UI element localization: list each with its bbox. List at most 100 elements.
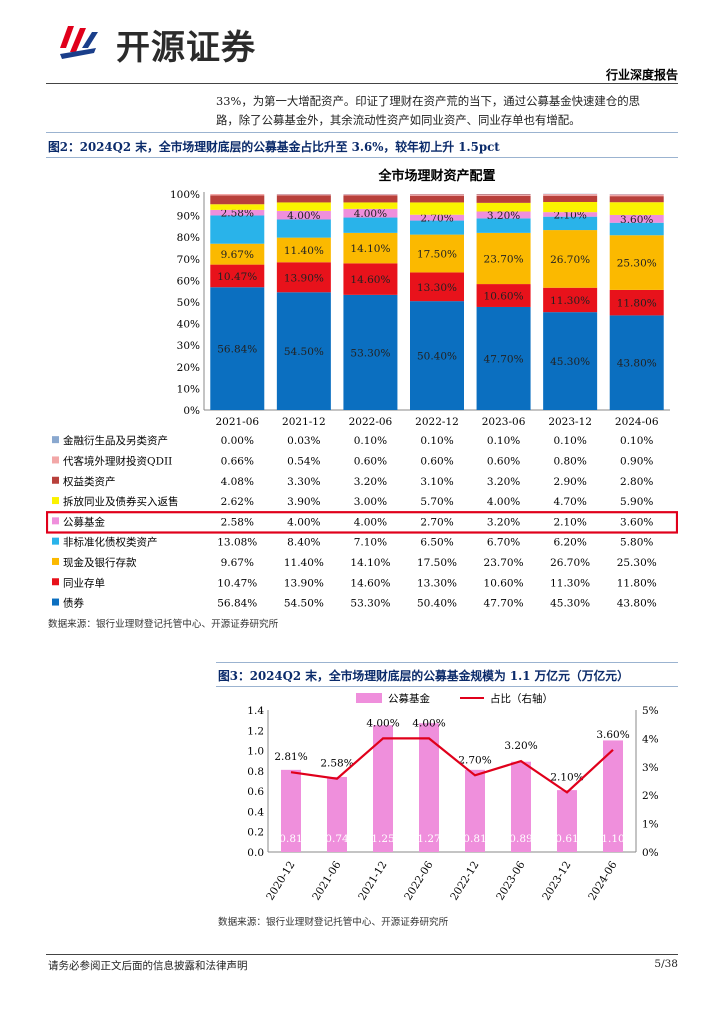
table-cell: 0.60% [487,455,520,467]
chart1-data-label: 4.00% [287,210,320,222]
table-cell: 4.70% [553,496,586,508]
chart1-bar-segment [410,272,464,302]
table-cell: 11.80% [617,577,657,589]
chart1-bar-segment [476,284,531,307]
chart2-right-tick: 5% [642,705,659,717]
chart2-bar [603,740,623,852]
table-cell: 0.90% [620,455,653,467]
table-cell: 3.20% [487,476,520,488]
chart2-line-label: 4.00% [366,717,399,729]
chart1-bar-segment [410,214,464,221]
chart1-y-tick: 0% [183,405,200,417]
table-cell: 10.60% [484,577,524,589]
table-cell: 7.10% [354,537,387,549]
chart2-right-tick: 0% [642,847,659,859]
chart2-line-label: 2.10% [550,771,583,783]
chart1-y-tick: 100% [170,189,200,201]
brand-name: 开源证券 [116,28,256,68]
chart1-data-label: 47.70% [484,353,524,365]
table-cell: 3.90% [287,496,320,508]
chart1-data-label: 11.30% [550,295,590,307]
chart1-bar-segment [343,263,398,295]
chart1-bar-segment [609,214,664,223]
chart1-y-tick: 50% [177,297,200,309]
chart2-bar [327,776,347,852]
chart2-line-label: 2.81% [274,751,307,763]
chart1-data-label: 13.90% [284,272,324,284]
chart2-x-tick: 2021-12 [356,859,389,902]
table-cell: 56.84% [217,598,257,610]
table-cell: 47.70% [484,598,524,610]
legend-swatch [52,557,59,565]
chart2-line-label: 2.70% [458,754,491,766]
table-cell: 2.70% [420,516,453,528]
table-cell: 5.80% [620,537,653,549]
chart2-x-tick: 2020-12 [264,859,297,902]
chart1-title: 全市场理财资产配置 [377,168,495,184]
table-cell: 6.70% [487,537,520,549]
page-number: 5/38 [654,958,678,970]
chart2-bar [281,769,301,852]
chart2-bar [373,725,393,852]
footer-divider [46,954,678,955]
table-cell: 3.00% [354,496,387,508]
chart1-bar-segment [476,218,531,233]
chart1-bar-segment [609,202,664,215]
table-cell: 9.67% [221,557,254,569]
table-cell: 13.30% [417,577,457,589]
table-cell: 2.90% [553,476,586,488]
chart1-bar-segment [476,211,531,219]
table-cell: 0.80% [553,455,586,467]
chart1-bar-segment [276,210,331,220]
table-cell: 3.60% [620,516,653,528]
chart1-data-label: 2.70% [420,213,453,225]
chart1-bar-segment [410,220,464,235]
chart1-bar-segment [210,194,265,196]
chart1-bar-segment [276,219,331,238]
chart2-bar-label: 0.81 [463,833,486,845]
chart2-x-tick: 2021-06 [310,859,343,903]
table-cell: 14.60% [350,577,390,589]
chart1-bar-segment [276,262,331,293]
chart1-bar-segment [276,292,331,410]
legend-swatch [52,578,59,586]
figure2-title-rule [46,157,678,158]
chart1-y-tick: 80% [177,232,200,244]
chart1-bar-segment [543,230,598,288]
table-row-label: 权益类资产 [63,475,116,488]
chart2-line-label: 2.58% [320,758,353,770]
chart1-data-label: 45.30% [550,356,590,368]
chart2-line-label: 3.20% [504,740,537,752]
chart2-left-tick: 0.2 [247,827,264,839]
chart1-bar-segment [343,208,398,218]
chart1-data-label: 3.20% [487,210,520,222]
chart1-bar-segment [410,195,464,203]
chart1-data-label: 11.40% [284,245,324,257]
public-fund-scale-chart: 公募基金 占比（右轴） 0.0 0.2 0.4 0.6 0.8 1.0 1.2 1.4 0% 1% 2%… [247,692,659,903]
chart2-right-tick: 4% [642,733,659,745]
table-cell: 2.62% [221,496,254,508]
chart1-x-tick: 2024-06 [615,416,659,428]
chart1-bar-segment [543,287,598,313]
report-type: 行业深度报告 [605,68,678,82]
table-cell: 5.90% [620,496,653,508]
table-cell: 3.20% [354,476,387,488]
table-cell: 4.00% [354,516,387,528]
asset-allocation-chart: 全市场理财资产配置 0% 10% 20% 30% 40% 50% 60% 70% 80% 90% 10… [46,168,678,610]
legend-line-label: 占比（右轴） [490,692,553,705]
chart1-bar-segment [276,202,331,211]
chart1-bar-segment [343,217,398,233]
chart1-y-tick: 90% [177,211,200,223]
chart1-bar-segment [609,315,664,410]
chart1-data-label: 9.67% [221,249,254,261]
table-cell: 10.47% [217,577,257,589]
chart2-left-tick: 1.2 [247,725,264,737]
chart2-left-tick: 1.0 [247,746,264,758]
table-cell: 54.50% [284,598,324,610]
table-cell: 2.58% [221,516,254,528]
chart2-left-tick: 0.8 [247,766,264,778]
legend-swatch [52,476,59,484]
chart1-bar-segment [609,235,664,290]
chart1-data-label: 10.60% [484,291,524,303]
chart2-left-tick: 0.6 [247,786,264,798]
